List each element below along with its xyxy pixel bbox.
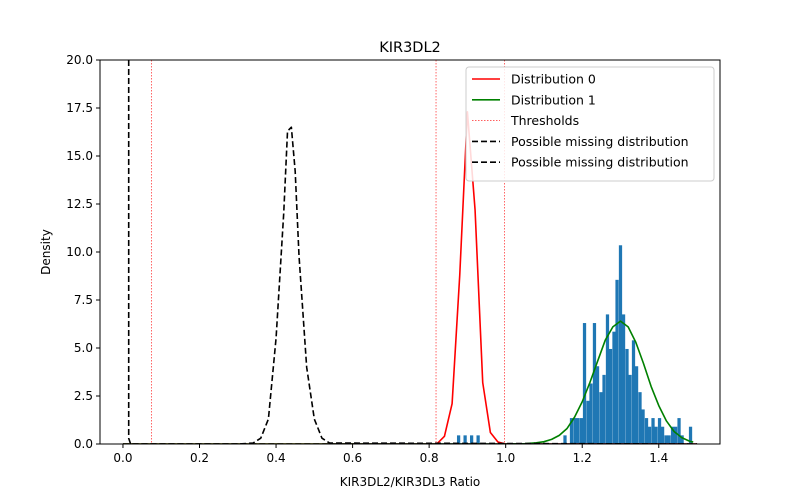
histogram-bar bbox=[615, 279, 619, 444]
histogram-bar bbox=[641, 409, 645, 444]
x-tick-label: 1.2 bbox=[573, 451, 592, 465]
histogram-bar bbox=[688, 426, 693, 444]
histogram-bar bbox=[463, 435, 467, 444]
histogram-bar bbox=[586, 400, 590, 444]
histogram-bar bbox=[476, 435, 480, 444]
histogram-bar bbox=[456, 435, 461, 444]
x-tick-label: 0.2 bbox=[190, 451, 209, 465]
y-tick-label: 0.0 bbox=[74, 437, 93, 451]
x-axis-label: KIR3DL2/KIR3DL3 Ratio bbox=[340, 475, 481, 489]
histogram-bar bbox=[631, 340, 636, 444]
histogram-bar bbox=[605, 314, 610, 444]
histogram-bar bbox=[573, 418, 577, 444]
x-tick-label: 0.6 bbox=[343, 451, 362, 465]
histogram-bar bbox=[618, 245, 623, 444]
histogram-bar bbox=[647, 426, 652, 444]
y-tick-label: 7.5 bbox=[74, 293, 93, 307]
x-tick-label: 0.4 bbox=[267, 451, 286, 465]
chart-title: KIR3DL2 bbox=[379, 40, 441, 56]
x-tick-label: 1.0 bbox=[496, 451, 515, 465]
series-line-3 bbox=[127, 60, 698, 444]
legend-label: Distribution 0 bbox=[511, 72, 596, 87]
histogram-bar bbox=[563, 435, 567, 444]
histogram-bar bbox=[469, 435, 474, 444]
histogram-bar bbox=[576, 418, 580, 444]
histogram-bar bbox=[602, 374, 606, 444]
histogram-bar bbox=[673, 426, 678, 444]
histogram-bar bbox=[667, 435, 671, 444]
y-tick-label: 17.5 bbox=[66, 101, 93, 115]
legend-label: Possible missing distribution bbox=[511, 134, 689, 149]
histogram-bar bbox=[660, 426, 665, 444]
y-tick-label: 20.0 bbox=[66, 53, 93, 67]
legend: Distribution 0 Distribution 1 Thresholds Po… bbox=[465, 66, 715, 182]
histogram-bar bbox=[621, 314, 626, 444]
y-tick-label: 12.5 bbox=[66, 197, 93, 211]
histogram-bar bbox=[657, 418, 662, 444]
histogram-bar bbox=[677, 418, 681, 444]
histogram-bar bbox=[599, 392, 603, 444]
legend-box bbox=[465, 66, 715, 182]
y-tick-label: 2.5 bbox=[74, 389, 93, 403]
histogram-bar bbox=[664, 435, 668, 444]
histogram-bar bbox=[628, 374, 632, 444]
histogram-bar bbox=[634, 366, 639, 444]
legend-label: Distribution 1 bbox=[511, 92, 596, 107]
histogram-bar bbox=[644, 418, 649, 444]
y-tick-label: 5.0 bbox=[74, 341, 93, 355]
legend-label: Possible missing distribution bbox=[511, 155, 689, 170]
histogram-bar bbox=[625, 348, 629, 444]
histogram-bar bbox=[638, 392, 642, 444]
x-tick-label: 0.0 bbox=[113, 451, 132, 465]
histogram-bar bbox=[670, 426, 675, 444]
x-tick-label: 0.8 bbox=[420, 451, 439, 465]
histogram-bar bbox=[582, 323, 587, 444]
histogram-bar bbox=[579, 418, 584, 444]
histogram-bar bbox=[589, 383, 593, 444]
histogram-bar bbox=[595, 366, 600, 444]
x-tick-label: 1.4 bbox=[649, 451, 668, 465]
y-axis-label: Density bbox=[39, 229, 53, 275]
histogram-bar bbox=[569, 418, 574, 444]
y-tick-label: 10.0 bbox=[66, 245, 93, 259]
legend-label: Thresholds bbox=[510, 113, 579, 128]
histogram-bar bbox=[612, 331, 616, 444]
y-tick-label: 15.0 bbox=[66, 149, 93, 163]
series-line-2 bbox=[122, 126, 698, 444]
series-line-1 bbox=[122, 320, 694, 444]
histogram-bar bbox=[592, 323, 597, 444]
histogram-bar bbox=[608, 348, 613, 444]
histogram-bar bbox=[654, 426, 658, 444]
histogram-bar bbox=[651, 418, 655, 444]
histogram-bar bbox=[680, 435, 684, 444]
